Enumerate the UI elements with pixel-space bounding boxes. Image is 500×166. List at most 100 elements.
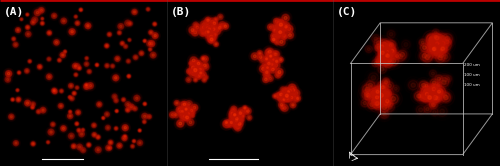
Circle shape [235,125,241,131]
Circle shape [206,26,215,35]
Circle shape [236,112,244,120]
Circle shape [180,109,183,112]
Circle shape [442,80,446,84]
Circle shape [266,57,278,68]
Circle shape [206,25,212,31]
Circle shape [282,85,290,94]
Circle shape [68,114,72,119]
Circle shape [191,62,200,72]
Circle shape [426,40,444,57]
Circle shape [75,74,76,76]
Circle shape [384,52,390,58]
Circle shape [437,84,440,86]
Circle shape [295,92,298,94]
Circle shape [430,39,440,49]
Circle shape [274,58,280,64]
Circle shape [434,50,438,53]
Circle shape [150,32,152,33]
Circle shape [122,99,124,100]
Circle shape [372,96,380,103]
Circle shape [290,92,298,99]
Circle shape [88,71,90,72]
Circle shape [184,115,186,118]
Circle shape [418,83,434,99]
Circle shape [377,87,384,94]
Circle shape [116,30,122,36]
Circle shape [195,67,200,73]
Circle shape [384,93,390,100]
Circle shape [443,39,446,42]
Circle shape [138,128,142,133]
Circle shape [424,96,428,99]
Circle shape [238,122,241,125]
Circle shape [232,117,237,124]
Circle shape [282,97,286,102]
Circle shape [113,125,119,131]
Circle shape [209,38,214,43]
Circle shape [428,87,439,98]
Circle shape [234,119,236,121]
Circle shape [182,102,188,107]
Circle shape [433,86,445,98]
Circle shape [76,22,78,24]
Circle shape [382,55,390,63]
Circle shape [182,106,188,113]
Circle shape [231,106,236,112]
Circle shape [205,25,210,31]
Circle shape [268,76,273,81]
Circle shape [32,17,38,23]
Circle shape [236,117,241,122]
Circle shape [177,107,186,115]
Circle shape [273,66,285,78]
Circle shape [264,57,276,68]
Circle shape [280,30,282,33]
Circle shape [58,51,67,59]
Circle shape [201,69,202,70]
Circle shape [271,63,273,65]
Circle shape [424,87,432,95]
Circle shape [274,17,286,29]
Circle shape [70,96,74,101]
Circle shape [274,25,286,38]
Circle shape [378,91,380,94]
Circle shape [418,108,422,112]
Circle shape [272,61,281,70]
Circle shape [384,80,388,83]
Circle shape [189,61,194,66]
Circle shape [106,145,111,151]
Circle shape [435,41,450,56]
Circle shape [230,108,236,114]
Circle shape [426,85,442,100]
Circle shape [438,33,448,42]
Circle shape [194,66,202,74]
Circle shape [192,68,198,74]
Circle shape [276,31,280,34]
Circle shape [14,141,18,146]
Circle shape [370,82,388,100]
Circle shape [204,75,208,80]
Circle shape [196,65,200,70]
Circle shape [380,49,392,61]
Circle shape [278,21,284,28]
Circle shape [34,19,36,21]
Circle shape [263,54,272,63]
Circle shape [276,35,278,38]
Circle shape [72,62,82,71]
Circle shape [438,36,441,39]
Circle shape [182,109,188,115]
Circle shape [275,36,288,48]
Circle shape [282,94,286,99]
Circle shape [267,60,272,64]
Circle shape [378,95,386,102]
Circle shape [208,30,210,33]
Circle shape [284,94,290,100]
Circle shape [198,63,204,68]
Circle shape [21,19,22,20]
Circle shape [182,112,186,116]
Circle shape [31,106,34,109]
Circle shape [200,30,206,36]
Circle shape [184,116,188,120]
Circle shape [118,32,120,34]
Circle shape [436,88,446,98]
Circle shape [196,66,200,70]
